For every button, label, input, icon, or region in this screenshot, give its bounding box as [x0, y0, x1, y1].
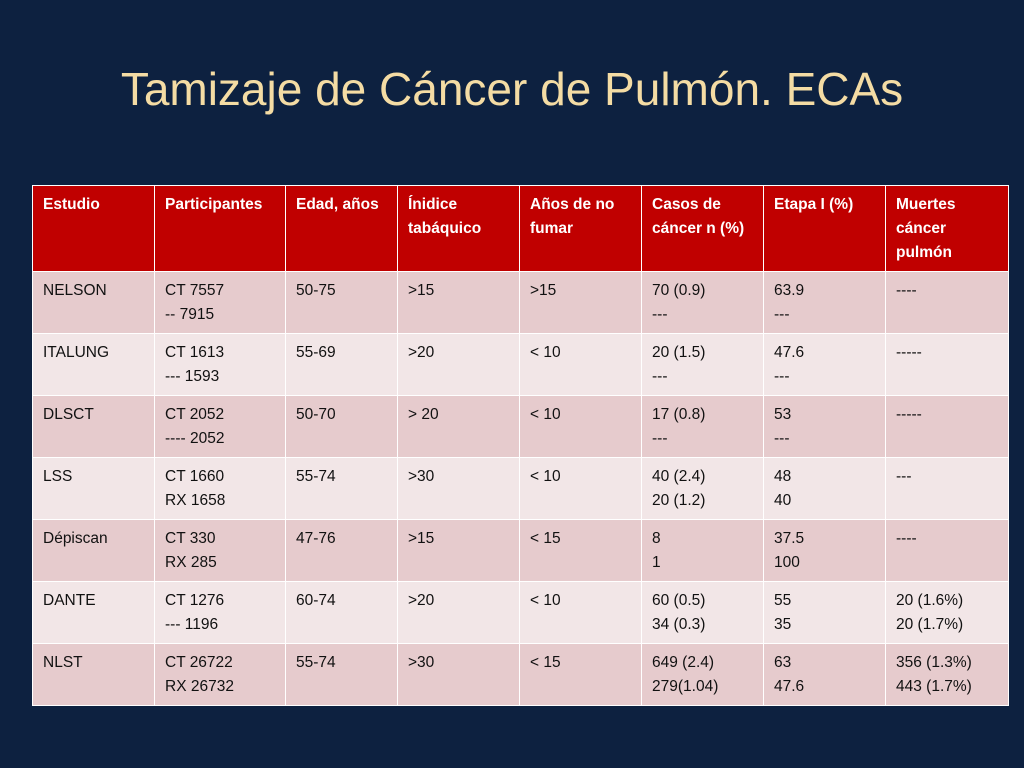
table-cell: DANTE	[32, 581, 155, 644]
table-cell: NLST	[32, 643, 155, 706]
slide-title: Tamizaje de Cáncer de Pulmón. ECAs	[120, 63, 904, 115]
table-cell: 37.5 100	[763, 519, 886, 582]
table-cell: Dépiscan	[32, 519, 155, 582]
table-row: Dépiscan CT 330 RX 285 47-76 >15 < 15 8 …	[32, 519, 1009, 582]
header-cell: Casos de cáncer n (%)	[641, 185, 764, 272]
table-cell: 60-74	[285, 581, 398, 644]
table-cell: ---	[885, 457, 1009, 520]
table-cell: CT 1276 --- 1196	[154, 581, 286, 644]
table-cell: 649 (2.4) 279(1.04)	[641, 643, 764, 706]
table-cell: 47-76	[285, 519, 398, 582]
table-cell: CT 7557 -- 7915	[154, 271, 286, 334]
table-cell: ITALUNG	[32, 333, 155, 396]
table-cell: < 15	[519, 519, 642, 582]
table-cell: 55-69	[285, 333, 398, 396]
table-cell: 8 1	[641, 519, 764, 582]
table-cell: CT 330 RX 285	[154, 519, 286, 582]
table-cell: 60 (0.5) 34 (0.3)	[641, 581, 764, 644]
table-cell: 55-74	[285, 643, 398, 706]
table-cell: 50-75	[285, 271, 398, 334]
studies-table: Estudio Participantes Edad, años Ínidice…	[32, 185, 1009, 706]
table-cell: < 10	[519, 333, 642, 396]
table-row: ITALUNG CT 1613 --- 1593 55-69 >20 < 10 …	[32, 333, 1009, 396]
table-cell: -----	[885, 395, 1009, 458]
table-cell: DLSCT	[32, 395, 155, 458]
table-cell: 20 (1.6%) 20 (1.7%)	[885, 581, 1009, 644]
table-cell: >15	[397, 271, 520, 334]
table-cell: >20	[397, 333, 520, 396]
table-cell: 356 (1.3%) 443 (1.7%)	[885, 643, 1009, 706]
table-cell: 53 ---	[763, 395, 886, 458]
header-cell: Participantes	[154, 185, 286, 272]
header-cell: Etapa I (%)	[763, 185, 886, 272]
table-cell: 20 (1.5) ---	[641, 333, 764, 396]
table-row: NELSON CT 7557 -- 7915 50-75 >15 >15 70 …	[32, 271, 1009, 334]
table-cell: CT 26722 RX 26732	[154, 643, 286, 706]
table-header-row: Estudio Participantes Edad, años Ínidice…	[32, 185, 1009, 272]
table-row: LSS CT 1660 RX 1658 55-74 >30 < 10 40 (2…	[32, 457, 1009, 520]
table-cell: >30	[397, 457, 520, 520]
table-cell: CT 1613 --- 1593	[154, 333, 286, 396]
header-cell: Ínidice tabáquico	[397, 185, 520, 272]
table-cell: ----	[885, 271, 1009, 334]
table-cell: 70 (0.9) ---	[641, 271, 764, 334]
table-cell: 55-74	[285, 457, 398, 520]
table-cell: >15	[397, 519, 520, 582]
table-row: NLST CT 26722 RX 26732 55-74 >30 < 15 64…	[32, 643, 1009, 706]
table-cell: NELSON	[32, 271, 155, 334]
table-cell: < 10	[519, 457, 642, 520]
header-cell: Años de no fumar	[519, 185, 642, 272]
table-cell: 63.9 ---	[763, 271, 886, 334]
table-cell: 47.6 ---	[763, 333, 886, 396]
table-cell: > 20	[397, 395, 520, 458]
table-cell: 63 47.6	[763, 643, 886, 706]
table-row: DANTE CT 1276 --- 1196 60-74 >20 < 10 60…	[32, 581, 1009, 644]
table-row: DLSCT CT 2052 ---- 2052 50-70 > 20 < 10 …	[32, 395, 1009, 458]
table-cell: CT 2052 ---- 2052	[154, 395, 286, 458]
table-cell: 55 35	[763, 581, 886, 644]
table-cell: >15	[519, 271, 642, 334]
table-cell: < 10	[519, 581, 642, 644]
table-cell: ----	[885, 519, 1009, 582]
table-cell: >20	[397, 581, 520, 644]
table-cell: 48 40	[763, 457, 886, 520]
header-cell: Muertes cáncer pulmón	[885, 185, 1009, 272]
header-cell: Estudio	[32, 185, 155, 272]
header-cell: Edad, años	[285, 185, 398, 272]
table-cell: LSS	[32, 457, 155, 520]
table-cell: 17 (0.8) ---	[641, 395, 764, 458]
table-cell: >30	[397, 643, 520, 706]
table-cell: 40 (2.4) 20 (1.2)	[641, 457, 764, 520]
table-cell: CT 1660 RX 1658	[154, 457, 286, 520]
table-cell: 50-70	[285, 395, 398, 458]
table-cell: < 15	[519, 643, 642, 706]
table-cell: -----	[885, 333, 1009, 396]
table-cell: < 10	[519, 395, 642, 458]
